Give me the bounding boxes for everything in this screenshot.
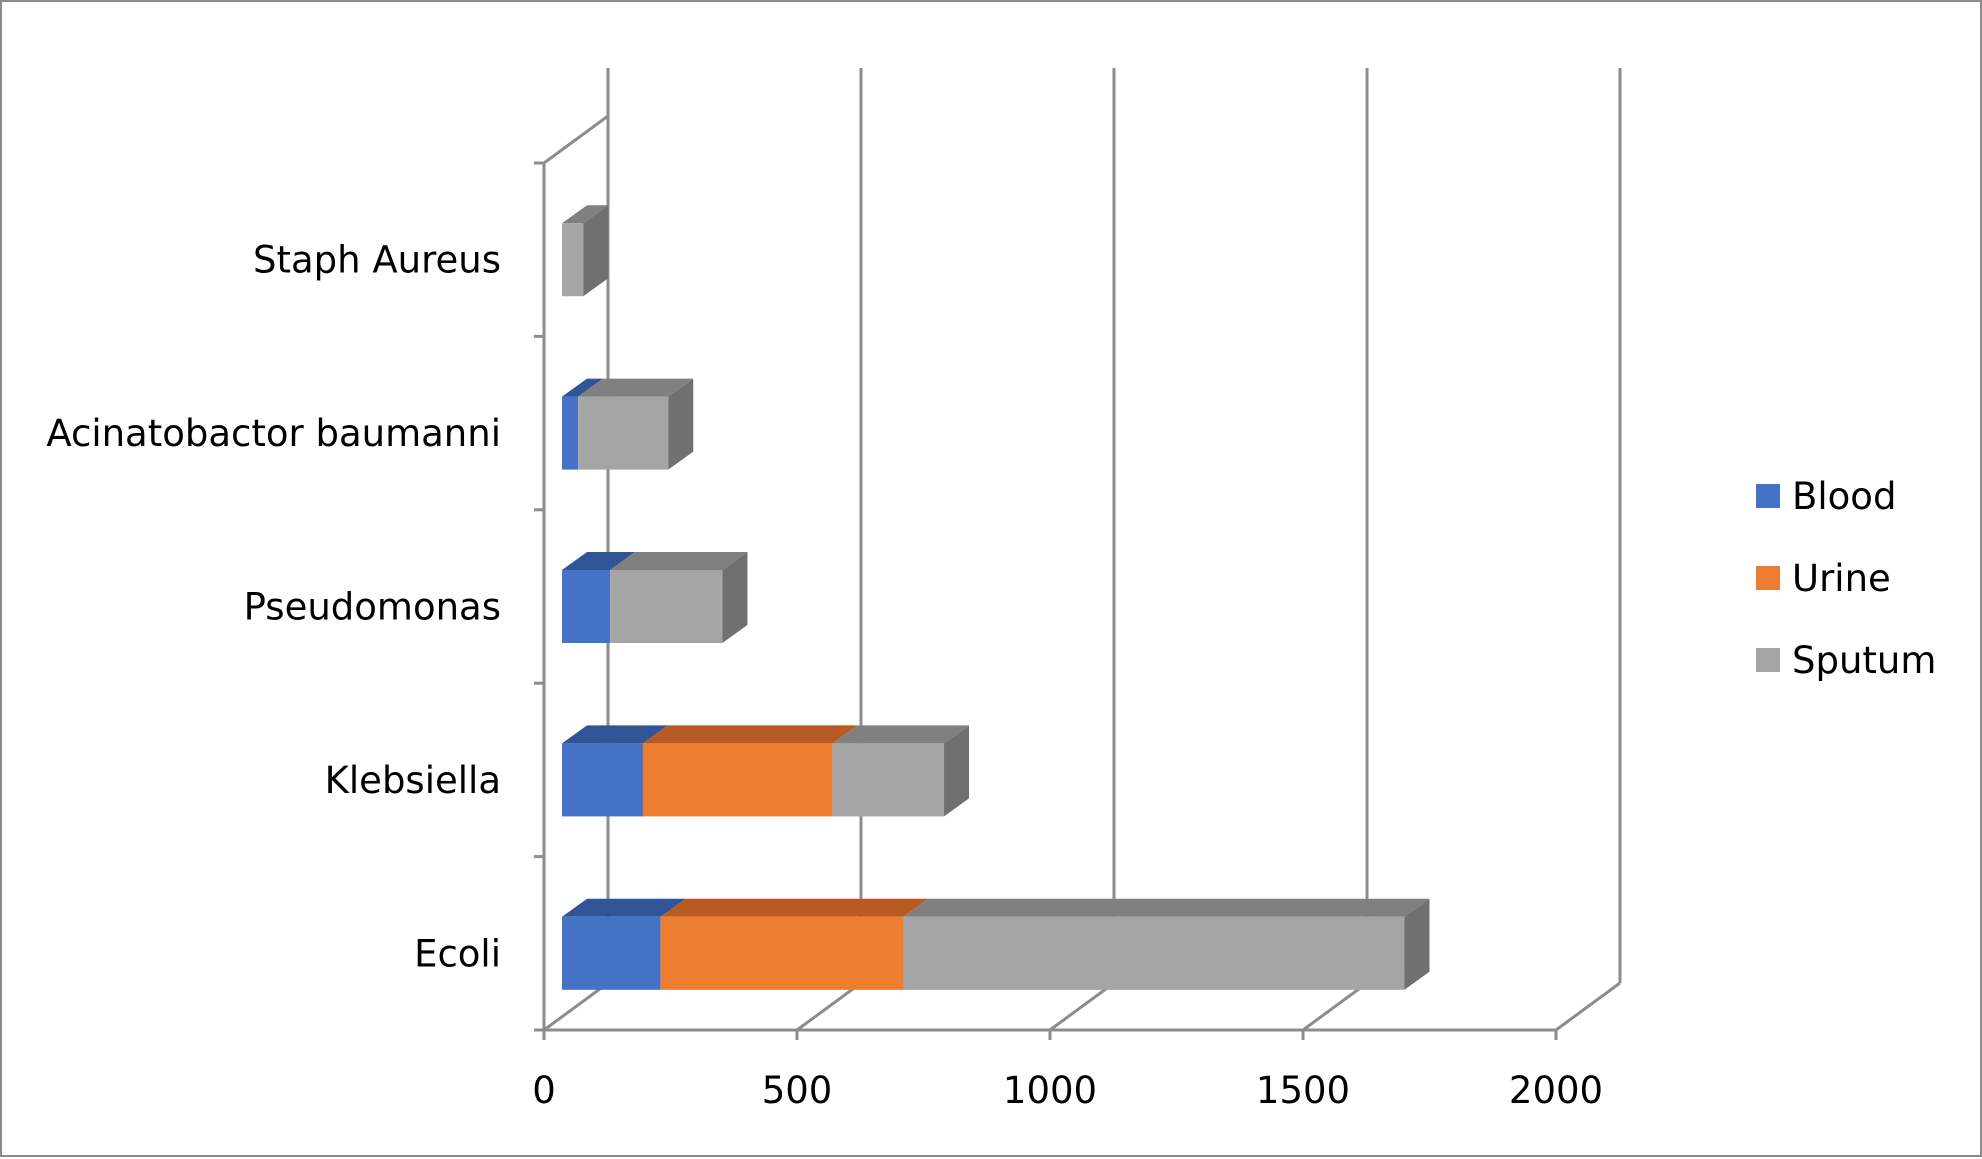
bar-pseudomonas-blood: [562, 570, 611, 643]
bar-ecoli-blood: [562, 916, 661, 990]
x-tick-label-500: 500: [762, 1069, 833, 1112]
legend-swatch-blood: [1756, 484, 1780, 508]
floor-diagonal-1000: [1049, 981, 1115, 1032]
bar-staph-aureus-side: [583, 205, 609, 297]
bar-acinatobactor-baumanni-sputum: [578, 396, 669, 470]
bar-acinatobactor-baumanni-blood: [562, 396, 579, 470]
floor-diagonal-1500: [1302, 981, 1368, 1032]
bar-klebsiella-sputum: [832, 743, 945, 817]
bar-group-klebsiella: [562, 725, 970, 817]
x-tick-label-1000: 1000: [1003, 1069, 1097, 1112]
bar-klebsiella-blood-top: [562, 725, 668, 744]
bar-ecoli-sputum-top: [903, 898, 1430, 917]
bar-pseudomonas-sputum-top: [610, 552, 748, 570]
bar-pseudomonas-side: [722, 552, 748, 643]
category-label-staph-aureus: Staph Aureus: [253, 239, 501, 282]
bar-ecoli-urine: [660, 916, 904, 990]
bar-ecoli-sputum: [903, 916, 1405, 990]
legend-label-blood: Blood: [1792, 475, 1896, 518]
bar-ecoli-side: [1404, 898, 1430, 990]
category-label-klebsiella: Klebsiella: [325, 759, 501, 802]
legend-label-sputum: Sputum: [1792, 639, 1936, 682]
bar-staph-aureus-sputum: [562, 223, 584, 297]
bar-acinatobactor-baumanni-side: [668, 378, 694, 470]
bar-pseudomonas-sputum: [610, 570, 723, 643]
legend-swatch-sputum: [1756, 648, 1780, 672]
bar-acinatobactor-baumanni-sputum-top: [578, 378, 694, 397]
legend-swatch-urine: [1756, 566, 1780, 590]
bar-group-staph-aureus: [562, 205, 609, 297]
value-axis: 0 500 1000 1500 2000: [532, 1069, 1603, 1112]
bar-staph-aureus-sputum-top: [562, 205, 609, 224]
bar-acinatobactor-baumanni-blood-top: [562, 378, 604, 397]
bar-klebsiella-side: [944, 725, 970, 817]
bar-pseudomonas-blood-top: [562, 552, 636, 570]
legend: Blood Urine Sputum: [1756, 475, 1936, 682]
x-tick-label-2000: 2000: [1509, 1069, 1603, 1112]
x-tick-label-0: 0: [532, 1069, 556, 1112]
bar-ecoli-urine-top: [660, 898, 929, 917]
category-label-pseudomonas: Pseudomonas: [244, 586, 501, 629]
bar-series-group: [562, 205, 1430, 990]
bar-group-pseudomonas: [562, 552, 748, 643]
category-axis: Ecoli Klebsiella Pseudomonas Acinatobactor …: [46, 239, 501, 976]
bar-klebsiella-urine: [642, 743, 833, 817]
floor-diagonal-2000: [1555, 981, 1621, 1032]
category-label-acinatobactor-baumanni: Acinatobactor baumanni: [46, 412, 501, 455]
side-wall-top-edge: [543, 114, 609, 165]
bar-group-acinatobactor-baumanni: [562, 378, 694, 470]
x-tick-label-1500: 1500: [1256, 1069, 1350, 1112]
legend-label-urine: Urine: [1792, 557, 1891, 600]
bar-ecoli-blood-top: [562, 898, 686, 917]
bar-klebsiella-blood: [562, 743, 643, 817]
bar-group-ecoli: [562, 898, 1430, 990]
bar-klebsiella-sputum-top: [832, 725, 970, 744]
bar-klebsiella-urine-top: [642, 725, 858, 744]
floor-diagonal-500: [796, 981, 862, 1032]
floor-diagonal-0: [543, 981, 609, 1032]
category-label-ecoli: Ecoli: [414, 932, 501, 975]
